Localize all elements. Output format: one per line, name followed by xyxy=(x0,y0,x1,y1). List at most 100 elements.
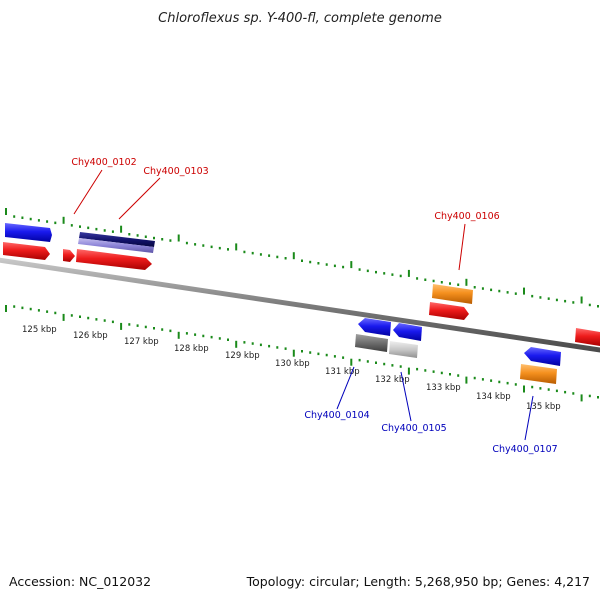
major-tick xyxy=(5,305,7,312)
label-chy400-0102[interactable]: Chy400_0102 xyxy=(71,157,136,168)
tick-label-125: 125 kbp xyxy=(22,325,57,335)
gene-chy400-0103-lavender[interactable] xyxy=(78,238,154,253)
minor-tick xyxy=(564,299,567,303)
minor-tick xyxy=(136,324,139,327)
gene-chy400-0104-blue[interactable] xyxy=(358,318,391,336)
minor-tick xyxy=(366,269,369,273)
gene-red-forward-small[interactable] xyxy=(63,249,75,262)
minor-tick xyxy=(202,334,205,338)
minor-tick xyxy=(13,215,16,218)
minor-tick xyxy=(440,371,443,375)
gene-chy400-0105-blue[interactable] xyxy=(393,323,422,341)
minor-tick xyxy=(481,287,484,290)
minor-tick xyxy=(103,229,106,232)
minor-tick xyxy=(597,305,599,308)
forward-genes xyxy=(3,223,600,346)
minor-tick xyxy=(399,365,402,368)
gene-chy400-0103-navy[interactable] xyxy=(79,232,155,247)
minor-tick xyxy=(13,305,16,308)
minor-tick xyxy=(432,279,435,283)
minor-tick xyxy=(276,255,279,259)
gene-chy400-0102[interactable] xyxy=(76,249,152,270)
minor-tick xyxy=(194,333,197,336)
minor-tick xyxy=(333,264,336,268)
minor-tick xyxy=(268,344,271,348)
reverse-tick-track xyxy=(5,305,599,402)
label-chy400-0106[interactable]: Chy400_0106 xyxy=(434,211,499,222)
major-tick xyxy=(407,269,410,277)
major-tick xyxy=(465,376,468,384)
minor-tick xyxy=(276,346,279,349)
minor-tick xyxy=(111,230,114,233)
major-tick xyxy=(5,208,7,215)
minor-tick xyxy=(243,341,246,344)
minor-tick xyxy=(564,390,567,394)
major-tick xyxy=(177,234,180,242)
minor-tick xyxy=(128,323,131,326)
gene-chy400-0104-gray[interactable] xyxy=(355,334,388,352)
gene-chy400-0106-orange[interactable] xyxy=(432,284,473,304)
major-tick xyxy=(580,296,583,304)
leader-chy400-0107 xyxy=(524,395,534,441)
minor-tick xyxy=(416,277,419,280)
minor-tick xyxy=(29,307,32,311)
gene-chy400-0105-lightgray[interactable] xyxy=(389,341,418,358)
minor-tick xyxy=(481,378,484,381)
major-tick xyxy=(350,358,353,366)
minor-tick xyxy=(284,257,287,260)
major-tick xyxy=(580,394,583,402)
minor-tick xyxy=(358,358,361,362)
minor-tick xyxy=(539,387,542,390)
gene-red-forward-edge[interactable] xyxy=(575,328,600,346)
tick-label-128: 128 kbp xyxy=(174,344,209,354)
minor-tick xyxy=(95,318,98,321)
minor-tick xyxy=(514,383,517,386)
minor-tick xyxy=(391,273,394,276)
minor-tick xyxy=(194,243,197,246)
minor-tick xyxy=(301,259,303,262)
minor-tick xyxy=(555,389,558,393)
minor-tick xyxy=(506,381,509,385)
minor-tick xyxy=(87,316,90,320)
major-tick xyxy=(523,385,525,393)
gene-chy400-0107-blue[interactable] xyxy=(524,347,561,366)
minor-tick xyxy=(21,306,24,310)
forward-tick-track xyxy=(5,208,599,308)
genome-backbone xyxy=(0,257,600,353)
minor-tick xyxy=(169,239,172,242)
minor-tick xyxy=(37,309,40,312)
leader-chy400-0105 xyxy=(400,371,412,422)
minor-tick xyxy=(87,226,90,230)
map-title: Chloroflexus sp. Y-400-fl, complete geno… xyxy=(158,11,442,26)
label-chy400-0104[interactable]: Chy400_0104 xyxy=(304,410,369,421)
accession-text: Accession: NC_012032 xyxy=(9,574,151,589)
minor-tick xyxy=(449,373,451,376)
gene-chy400-0106[interactable] xyxy=(429,302,469,320)
minor-tick xyxy=(490,379,493,382)
minor-tick xyxy=(490,288,493,292)
minor-tick xyxy=(309,260,312,264)
leader-chy400-0104 xyxy=(336,366,355,410)
leader-chy400-0102 xyxy=(73,169,103,215)
minor-tick xyxy=(539,296,542,299)
tick-label-134: 134 kbp xyxy=(476,392,511,402)
minor-tick xyxy=(424,278,427,281)
minor-tick xyxy=(342,356,345,359)
label-chy400-0103[interactable]: Chy400_0103 xyxy=(143,166,208,177)
minor-tick xyxy=(227,338,229,341)
major-tick xyxy=(235,340,238,348)
gene-chy400-0107-orange[interactable] xyxy=(520,364,557,384)
gene-red-forward[interactable] xyxy=(3,242,50,260)
minor-tick xyxy=(457,374,460,377)
label-chy400-0107[interactable]: Chy400_0107 xyxy=(492,444,557,455)
label-chy400-0105[interactable]: Chy400_0105 xyxy=(381,423,446,434)
minor-tick xyxy=(399,274,402,278)
gene-blue-reverse[interactable] xyxy=(5,223,52,242)
minor-tick xyxy=(572,392,575,395)
major-tick xyxy=(407,367,410,375)
minor-tick xyxy=(144,325,147,329)
major-tick xyxy=(292,252,295,260)
minor-tick xyxy=(531,385,534,389)
tick-label-130: 130 kbp xyxy=(275,359,310,369)
minor-tick xyxy=(103,319,106,322)
